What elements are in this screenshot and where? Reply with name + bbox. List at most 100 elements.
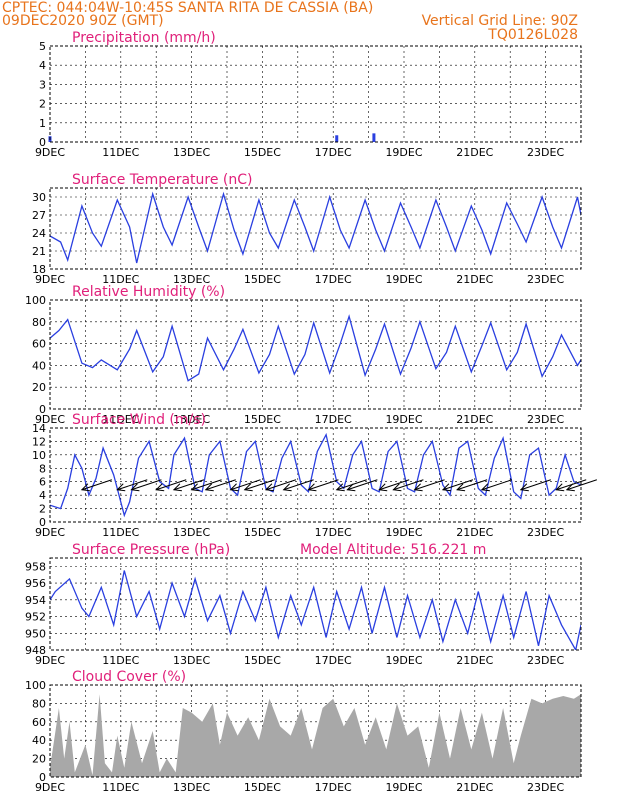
x-tick-label: 15DEC bbox=[244, 781, 281, 794]
x-tick-label: 19DEC bbox=[385, 654, 422, 667]
x-tick-label: 19DEC bbox=[385, 781, 422, 794]
y-tick-label: 60 bbox=[32, 716, 46, 729]
series-line bbox=[50, 432, 581, 518]
y-tick-label: 2 bbox=[39, 503, 46, 516]
y-tick-label: 30 bbox=[32, 191, 46, 204]
y-tick-label: 20 bbox=[32, 753, 46, 766]
y-tick-label: 12 bbox=[32, 435, 46, 448]
panel-title: Surface Wind (m/s) bbox=[72, 412, 206, 428]
series-line bbox=[50, 191, 581, 264]
x-tick-label: 23DEC bbox=[527, 413, 564, 426]
wind-arrow bbox=[481, 479, 513, 491]
wind-arrow bbox=[566, 479, 597, 491]
wind-arrowhead bbox=[264, 483, 275, 492]
x-tick-label: 9DEC bbox=[35, 273, 65, 286]
y-tick-label: 4 bbox=[39, 59, 46, 72]
y-tick-label: 80 bbox=[32, 697, 46, 710]
panel-annotation: Model Altitude: 516.221 m bbox=[300, 542, 486, 558]
wind-arrowhead bbox=[190, 483, 200, 492]
chart-header: CPTEC: 044:04W-10:45S SANTA RITA DE CASS… bbox=[0, 0, 618, 44]
x-tick-label: 19DEC bbox=[385, 526, 422, 539]
wind-arrow bbox=[117, 479, 148, 491]
wind-arrowhead bbox=[116, 483, 126, 492]
x-tick-label: 17DEC bbox=[315, 526, 352, 539]
panel-frame bbox=[49, 187, 582, 270]
y-tick-label: 21 bbox=[32, 245, 46, 258]
panel-title: Precipitation (mm/h) bbox=[72, 30, 216, 46]
panel-5: 948 950 952 954 956 958 9DEC 11DEC 13DEC 15DEC 17D… bbox=[25, 542, 582, 667]
x-tick-label: 17DEC bbox=[315, 413, 352, 426]
wind-arrowhead bbox=[565, 483, 575, 492]
wind-arrowhead bbox=[204, 483, 214, 492]
x-tick-label: 15DEC bbox=[244, 146, 281, 159]
x-tick-label: 15DEC bbox=[244, 654, 281, 667]
x-tick-label: 11DEC bbox=[102, 413, 139, 426]
x-tick-label: 13DEC bbox=[173, 781, 210, 794]
y-tick-label: 20 bbox=[32, 381, 46, 394]
wind-arrowhead bbox=[229, 483, 239, 492]
wind-arrow bbox=[156, 479, 187, 491]
station-info: CPTEC: 044:04W-10:45S SANTA RITA DE CASS… bbox=[2, 0, 374, 16]
x-tick-label: 21DEC bbox=[456, 146, 493, 159]
x-tick-label: 17DEC bbox=[315, 654, 352, 667]
y-tick-label: 950 bbox=[25, 627, 46, 640]
y-tick-label: 24 bbox=[32, 227, 46, 240]
wind-arrowhead bbox=[441, 483, 452, 492]
wind-arrow bbox=[347, 479, 378, 491]
model-code: TQ0126L028 bbox=[488, 27, 578, 43]
precip-bar bbox=[372, 133, 376, 142]
y-tick-label: 6 bbox=[39, 476, 46, 489]
x-tick-label: 13DEC bbox=[173, 146, 210, 159]
run-datetime: 09DEC2020 90Z (GMT) bbox=[2, 13, 164, 29]
wind-arrowhead bbox=[172, 483, 182, 492]
x-tick-label: 21DEC bbox=[456, 413, 493, 426]
panel-frame bbox=[49, 557, 582, 651]
y-tick-label: 948 bbox=[25, 644, 46, 657]
x-tick-label: 9DEC bbox=[35, 654, 65, 667]
series-line bbox=[50, 570, 581, 650]
wind-arrowhead bbox=[80, 483, 90, 492]
wind-arrow bbox=[205, 479, 236, 491]
x-tick-label: 23DEC bbox=[527, 146, 564, 159]
wind-arrow bbox=[456, 479, 488, 491]
x-tick-label: 17DEC bbox=[315, 781, 352, 794]
y-tick-label: 100 bbox=[25, 679, 46, 692]
y-tick-label: 952 bbox=[25, 611, 46, 624]
x-tick-label: 15DEC bbox=[244, 273, 281, 286]
wind-arrowhead bbox=[392, 483, 402, 492]
wind-arrowhead bbox=[480, 483, 490, 492]
x-tick-label: 13DEC bbox=[173, 654, 210, 667]
precip-bar bbox=[335, 135, 339, 142]
y-tick-label: 958 bbox=[25, 560, 46, 573]
x-tick-label: 21DEC bbox=[456, 781, 493, 794]
y-tick-label: 956 bbox=[25, 577, 46, 590]
wind-arrowhead bbox=[519, 483, 529, 492]
x-tick-label: 9DEC bbox=[35, 526, 65, 539]
x-tick-label: 23DEC bbox=[527, 273, 564, 286]
panel-3: 0 20 40 60 80 100 9DEC 11DEC 13DEC 15DEC 17DEC 19DE… bbox=[25, 284, 582, 426]
y-tick-label: 40 bbox=[32, 359, 46, 372]
y-tick-label: 0 bbox=[39, 516, 46, 529]
wind-arrow bbox=[81, 479, 113, 491]
x-tick-label: 17DEC bbox=[315, 273, 352, 286]
x-tick-label: 11DEC bbox=[102, 273, 139, 286]
x-tick-label: 19DEC bbox=[385, 273, 422, 286]
y-tick-label: 954 bbox=[25, 594, 46, 607]
wind-arrow bbox=[283, 479, 314, 491]
y-tick-label: 100 bbox=[25, 294, 46, 307]
vertical-grid-info: Vertical Grid Line: 90Z bbox=[421, 13, 578, 29]
y-tick-label: 10 bbox=[32, 449, 46, 462]
wind-arrowhead bbox=[282, 483, 292, 492]
wind-arrowhead bbox=[456, 483, 466, 492]
x-tick-label: 15DEC bbox=[244, 413, 281, 426]
wind-arrow bbox=[131, 479, 162, 491]
x-tick-label: 23DEC bbox=[527, 654, 564, 667]
x-tick-label: 17DEC bbox=[315, 146, 352, 159]
y-tick-label: 3 bbox=[39, 78, 46, 91]
x-tick-label: 11DEC bbox=[102, 146, 139, 159]
y-tick-label: 1 bbox=[39, 117, 46, 130]
series-line bbox=[50, 314, 581, 382]
x-tick-label: 13DEC bbox=[173, 273, 210, 286]
